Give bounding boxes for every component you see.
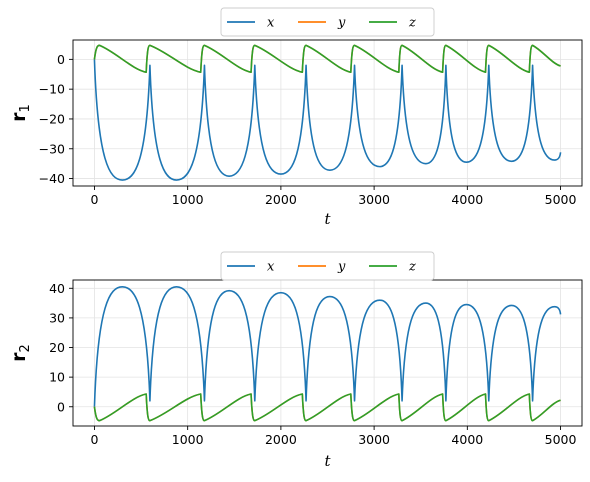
legend-label-x: x xyxy=(267,16,275,31)
y-tick-label: −20 xyxy=(39,111,65,126)
x-tick-label: 2000 xyxy=(265,192,297,207)
legend-box xyxy=(220,251,435,281)
x-tick-label: 0 xyxy=(90,432,98,447)
y-tick-label: −30 xyxy=(39,141,65,156)
series-line-z xyxy=(93,44,561,73)
legend: x y z xyxy=(220,251,435,281)
legend-label-x: x xyxy=(267,260,275,275)
x-axis-label: t xyxy=(324,452,331,470)
y-tick-label: 0 xyxy=(57,52,65,67)
y-tick-label: −40 xyxy=(39,171,65,186)
series-line-z xyxy=(93,393,561,422)
legend: x y z xyxy=(220,7,435,37)
y-tick-label: 30 xyxy=(49,310,65,325)
series-line-x xyxy=(93,286,562,407)
x-tick-label: 5000 xyxy=(545,432,577,447)
x-tick-label: 0 xyxy=(90,192,98,207)
legend-label-z: z xyxy=(408,16,416,31)
x-tick-label: 2000 xyxy=(265,432,297,447)
y-tick-label: 10 xyxy=(49,370,65,385)
y-tick-label: −10 xyxy=(39,82,65,97)
x-tick-label: 1000 xyxy=(172,432,204,447)
axes-frame xyxy=(72,279,583,427)
axes-frame xyxy=(72,39,583,187)
legend-label-y: y xyxy=(337,260,346,275)
series-line-x xyxy=(93,59,562,181)
legend-box xyxy=(220,7,435,37)
y-tick-label: 40 xyxy=(49,281,65,296)
y-tick-label: 20 xyxy=(49,340,65,355)
x-tick-label: 3000 xyxy=(358,432,390,447)
x-tick-label: 1000 xyxy=(172,192,204,207)
legend-label-z: z xyxy=(408,260,416,275)
subplot-2: 0 1000 2000 3000 4000 5000 0 10 20 30 40 t r2 x y z xyxy=(8,251,583,470)
y-axis-label: r2 xyxy=(8,344,33,362)
y-axis-label: r1 xyxy=(8,104,33,122)
legend-label-y: y xyxy=(337,16,346,31)
y-tick-label: 0 xyxy=(57,399,65,414)
x-tick-label: 4000 xyxy=(451,192,483,207)
x-tick-label: 5000 xyxy=(545,192,577,207)
x-tick-label: 3000 xyxy=(358,192,390,207)
x-axis-label: t xyxy=(324,210,331,228)
x-tick-label: 4000 xyxy=(451,432,483,447)
subplot-1: 0 1000 2000 3000 4000 5000 −40 −30 −20 −10 0 t r1 x y z xyxy=(8,7,583,228)
